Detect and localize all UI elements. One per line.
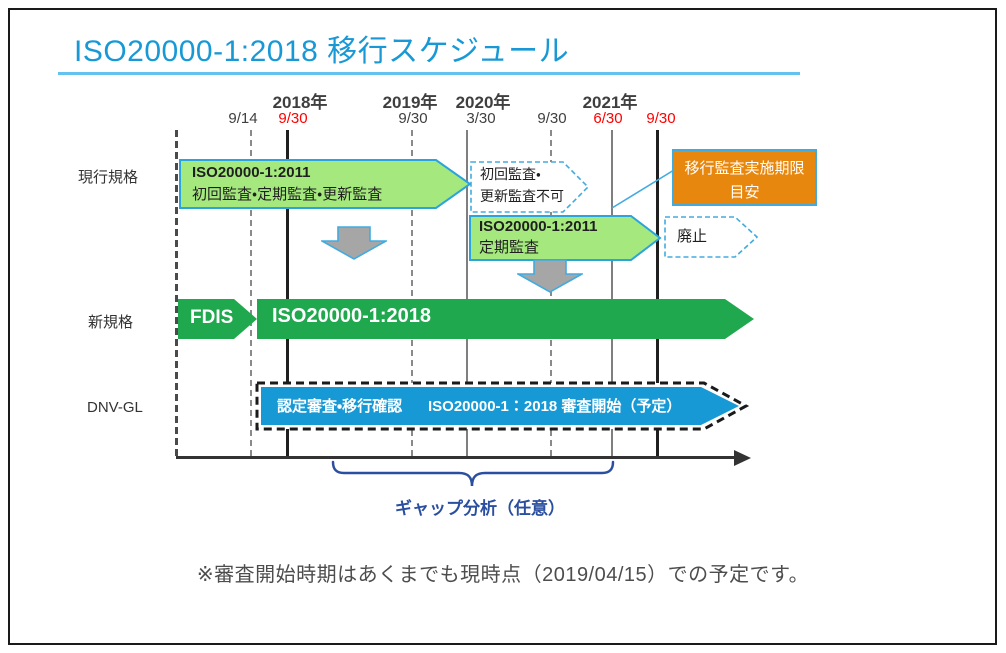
row-label-dnv-gl: DNV-GL <box>87 399 143 416</box>
timeline-axis <box>176 456 736 459</box>
abolished-box-label: 廃止 <box>677 228 708 245</box>
date-label: 9/30 <box>646 110 676 127</box>
current-audit-arrow-subtitle: 初回監査・定期監査・更新監査 <box>192 186 383 203</box>
gap-analysis-brace-icon <box>331 460 615 487</box>
year-label-2020: 2020年 <box>455 93 511 112</box>
gap-analysis-label: ギャップ分析（任意） <box>395 499 565 518</box>
row-label-new-standard: 新規格 <box>88 314 134 331</box>
periodic-audit-arrow-shape <box>469 215 662 261</box>
current-audit-arrow-shape <box>179 159 472 209</box>
year-label-2018: 2018年 <box>272 93 328 112</box>
fdis-label: FDIS <box>190 307 234 328</box>
down-arrow-icon <box>321 226 387 260</box>
gridline-start <box>175 130 178 458</box>
axis-arrowhead-icon <box>734 450 751 466</box>
down-arrow-icon <box>517 259 583 293</box>
deadline-callout-line1: 移行監査実施期限 <box>684 160 805 177</box>
fdis-chevron-shape <box>178 299 257 339</box>
date-label: 9/14 <box>228 110 258 127</box>
slide-border <box>8 8 997 645</box>
new-standard-arrow-shape <box>257 299 754 339</box>
current-audit-arrow-title: ISO20000-1:2011 <box>192 164 311 181</box>
date-label: 3/30 <box>466 110 496 127</box>
date-label: 9/30 <box>278 110 308 127</box>
dnv-audit-arrow-shape <box>255 381 750 431</box>
gridline-2020-03-30 <box>466 130 468 458</box>
title-underline <box>58 72 800 75</box>
deadline-callout-box: 移行監査実施期限 目安 <box>672 149 817 206</box>
periodic-audit-arrow-subtitle: 定期監査 <box>479 239 540 256</box>
not-allowed-box-line1: 初回監査・ <box>480 166 541 182</box>
dnv-arrow-label-right: ISO20000-1：2018 審査開始（予定） <box>428 398 682 415</box>
footnote: ※審査開始時期はあくまでも現時点（2019/04/15）での予定です。 <box>196 564 810 586</box>
deadline-callout-line2: 目安 <box>729 184 760 201</box>
row-label-current-standard: 現行規格 <box>78 169 139 186</box>
not-allowed-box-shape <box>470 161 590 213</box>
not-allowed-box-line2: 更新監査不可 <box>480 188 564 204</box>
dnv-arrow-label-left: 認定審査・移行確認 <box>277 398 403 415</box>
new-standard-arrow-label: ISO20000-1:2018 <box>272 305 432 327</box>
gridline-2018-09-30 <box>286 130 289 458</box>
gridline-2018-09-14 <box>250 130 252 458</box>
gridline-2020-09-30 <box>550 130 552 458</box>
gridline-2019-09-30 <box>411 130 413 458</box>
date-label: 6/30 <box>593 110 623 127</box>
date-label: 9/30 <box>537 110 567 127</box>
callout-connector-line <box>611 169 675 209</box>
abolished-box-shape <box>664 216 759 258</box>
date-label: 9/30 <box>398 110 428 127</box>
gridline-2021-06-30 <box>611 130 613 458</box>
page-title: ISO20000-1:2018 移行スケジュール <box>74 35 570 68</box>
periodic-audit-arrow-title: ISO20000-1:2011 <box>479 218 598 235</box>
year-label-2019: 2019年 <box>382 93 438 112</box>
year-label-2021: 2021年 <box>582 93 638 112</box>
gridline-2021-09-30 <box>656 130 659 458</box>
